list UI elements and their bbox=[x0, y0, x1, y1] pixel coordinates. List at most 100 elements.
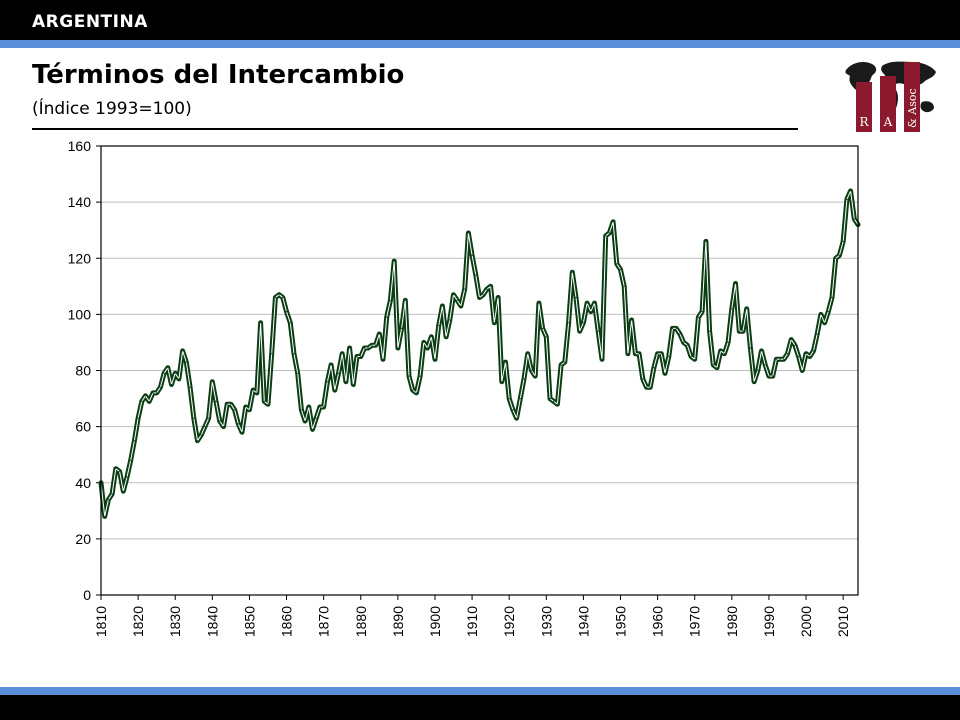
data-point bbox=[824, 322, 826, 324]
data-point bbox=[107, 499, 109, 501]
data-point bbox=[501, 381, 503, 383]
data-point bbox=[545, 336, 547, 338]
data-point bbox=[850, 190, 852, 192]
data-point bbox=[200, 434, 202, 436]
data-point bbox=[274, 296, 276, 299]
data-point bbox=[575, 296, 577, 299]
data-point bbox=[356, 355, 358, 358]
data-point bbox=[493, 322, 495, 324]
data-point bbox=[371, 344, 373, 346]
data-point bbox=[516, 417, 518, 419]
y-tick-label: 120 bbox=[68, 250, 92, 266]
data-point bbox=[686, 344, 688, 346]
data-point bbox=[549, 398, 551, 400]
x-axis-ticks: 1810 1820 1830 1840 1850 1860 1870 1880 1890 1900… bbox=[93, 595, 851, 637]
data-point bbox=[234, 409, 236, 411]
data-point bbox=[675, 327, 677, 329]
data-point bbox=[245, 406, 247, 408]
data-point bbox=[256, 392, 258, 394]
data-point bbox=[590, 311, 592, 313]
data-point bbox=[445, 336, 447, 338]
data-point bbox=[260, 322, 262, 324]
logo-letter-a: A bbox=[883, 115, 893, 129]
data-point bbox=[449, 319, 451, 321]
x-tick-label: 1930 bbox=[538, 606, 554, 637]
data-point bbox=[311, 428, 314, 430]
data-point bbox=[582, 322, 585, 324]
x-tick-label: 1980 bbox=[724, 606, 740, 637]
data-point bbox=[464, 288, 466, 290]
data-point bbox=[593, 302, 596, 304]
data-point bbox=[775, 358, 778, 360]
title-divider bbox=[32, 128, 798, 130]
data-point bbox=[137, 417, 139, 419]
data-point bbox=[835, 257, 837, 259]
data-point bbox=[304, 420, 306, 422]
data-point bbox=[712, 364, 714, 366]
data-point bbox=[334, 389, 336, 391]
data-point bbox=[345, 381, 347, 383]
chart-subtitle: (Índice 1993=100) bbox=[32, 99, 192, 119]
data-point bbox=[196, 440, 199, 442]
data-point bbox=[668, 355, 670, 358]
data-point bbox=[645, 386, 648, 388]
data-point bbox=[679, 333, 681, 335]
data-point bbox=[579, 330, 581, 332]
x-tick-label: 1820 bbox=[130, 606, 146, 637]
logo-bar-r bbox=[856, 82, 872, 132]
data-point bbox=[627, 353, 629, 355]
y-tick-label: 40 bbox=[75, 475, 91, 491]
y-tick-label: 140 bbox=[68, 194, 92, 210]
data-point bbox=[523, 378, 525, 380]
data-point bbox=[553, 400, 555, 402]
data-point bbox=[415, 392, 417, 394]
x-tick-label: 1870 bbox=[316, 606, 332, 637]
data-point bbox=[115, 468, 117, 470]
data-point bbox=[170, 383, 173, 386]
data-point bbox=[349, 347, 351, 349]
data-point bbox=[527, 353, 529, 355]
data-point bbox=[820, 313, 822, 315]
data-point bbox=[720, 350, 722, 352]
data-point bbox=[571, 271, 573, 273]
y-tick-label: 160 bbox=[68, 138, 92, 154]
data-point bbox=[456, 299, 458, 301]
data-point bbox=[460, 305, 462, 307]
x-tick-label: 2000 bbox=[798, 606, 814, 637]
country-label: ARGENTINA bbox=[32, 12, 148, 32]
data-point bbox=[144, 395, 147, 397]
data-point bbox=[519, 398, 521, 400]
data-point bbox=[671, 327, 674, 329]
data-point bbox=[568, 322, 570, 324]
data-point bbox=[167, 367, 169, 369]
data-point bbox=[104, 515, 106, 517]
data-point bbox=[452, 294, 455, 296]
data-point bbox=[315, 417, 317, 419]
data-point bbox=[189, 386, 191, 388]
y-tick-label: 80 bbox=[75, 363, 91, 379]
data-point bbox=[211, 381, 213, 383]
data-point bbox=[412, 389, 414, 391]
top-bar: ARGENTINA bbox=[0, 0, 960, 40]
data-point bbox=[538, 302, 540, 304]
data-point bbox=[237, 423, 239, 425]
data-point bbox=[612, 221, 614, 223]
data-point bbox=[638, 353, 640, 355]
data-point bbox=[119, 470, 121, 473]
data-point bbox=[512, 409, 514, 411]
data-point bbox=[326, 381, 328, 383]
y-tick-label: 60 bbox=[75, 419, 91, 435]
data-point bbox=[690, 355, 692, 358]
data-point bbox=[508, 398, 510, 400]
x-tick-label: 1860 bbox=[279, 606, 295, 637]
data-point bbox=[441, 305, 443, 307]
data-point bbox=[838, 254, 841, 256]
data-point bbox=[282, 296, 284, 299]
data-point bbox=[768, 375, 770, 377]
data-point bbox=[779, 358, 781, 360]
plot-frame bbox=[100, 145, 859, 596]
data-point bbox=[664, 372, 666, 374]
data-point bbox=[631, 319, 633, 321]
data-point bbox=[141, 400, 143, 402]
